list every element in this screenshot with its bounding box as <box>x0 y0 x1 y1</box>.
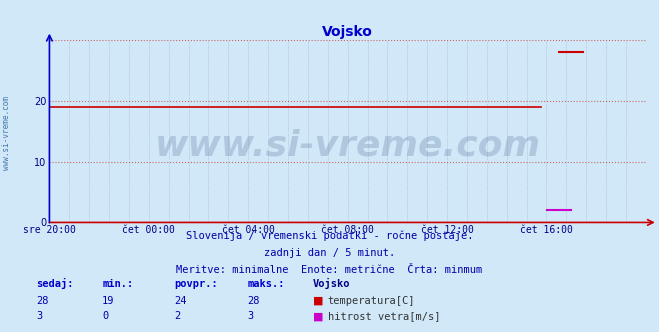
Text: ■: ■ <box>313 296 324 306</box>
Text: www.si-vreme.com: www.si-vreme.com <box>155 129 540 163</box>
Text: 2: 2 <box>175 311 181 321</box>
Title: Vojsko: Vojsko <box>322 25 373 39</box>
Text: 19: 19 <box>102 296 115 306</box>
Text: Slovenija / vremenski podatki - ročne postaje.: Slovenija / vremenski podatki - ročne po… <box>186 231 473 241</box>
Text: sedaj:: sedaj: <box>36 278 74 289</box>
Text: Vojsko: Vojsko <box>313 278 351 289</box>
Text: hitrost vetra[m/s]: hitrost vetra[m/s] <box>328 311 440 321</box>
Text: 28: 28 <box>36 296 49 306</box>
Text: www.si-vreme.com: www.si-vreme.com <box>2 96 11 170</box>
Text: zadnji dan / 5 minut.: zadnji dan / 5 minut. <box>264 248 395 258</box>
Text: 24: 24 <box>175 296 187 306</box>
Text: min.:: min.: <box>102 279 133 289</box>
Text: 3: 3 <box>247 311 253 321</box>
Text: temperatura[C]: temperatura[C] <box>328 296 415 306</box>
Text: 0: 0 <box>102 311 108 321</box>
Text: 28: 28 <box>247 296 260 306</box>
Text: 3: 3 <box>36 311 42 321</box>
Text: povpr.:: povpr.: <box>175 279 218 289</box>
Text: maks.:: maks.: <box>247 279 285 289</box>
Text: Meritve: minimalne  Enote: metrične  Črta: minmum: Meritve: minimalne Enote: metrične Črta:… <box>177 265 482 275</box>
Text: ■: ■ <box>313 311 324 321</box>
